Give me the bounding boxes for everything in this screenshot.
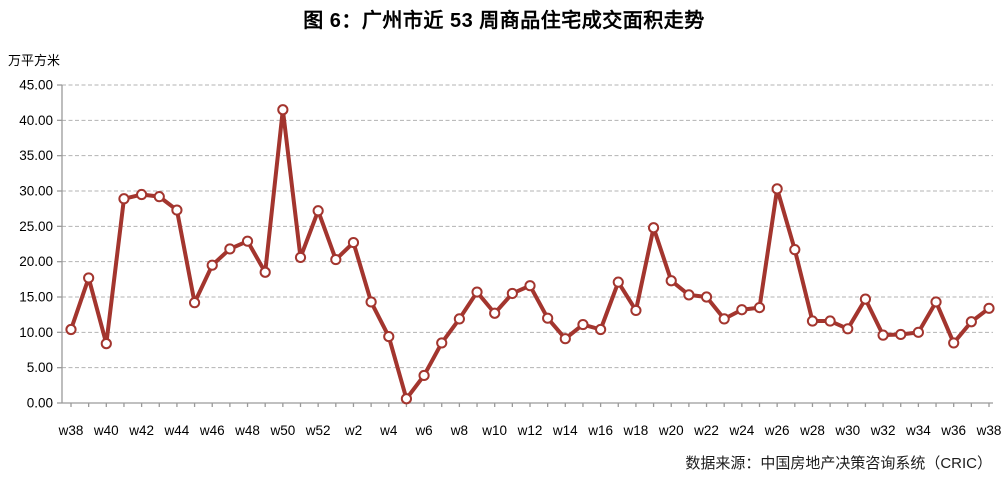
x-tick-label: w12	[517, 423, 543, 438]
data-point	[647, 222, 660, 234]
data-point	[118, 193, 130, 205]
data-point	[524, 280, 536, 292]
data-point	[771, 183, 783, 195]
data-point	[418, 369, 430, 382]
data-point	[83, 272, 95, 284]
data-point	[347, 236, 360, 249]
data-point	[859, 293, 872, 305]
line-chart-plot: 0.00 5.00 10.00 15.00 20.00 25.00 30.00 35.00 40…	[19, 78, 1002, 439]
data-point	[983, 302, 995, 314]
data-point	[400, 393, 413, 405]
data-point	[736, 304, 748, 316]
x-tick-label: w24	[728, 423, 754, 438]
x-tick-label: w18	[623, 423, 649, 438]
data-point	[294, 251, 307, 264]
data-point	[595, 323, 607, 336]
y-tick-label: 30.00	[19, 184, 53, 199]
data-point	[753, 302, 766, 314]
x-tick-label: w52	[305, 423, 331, 438]
y-tick-label: 35.00	[19, 148, 53, 163]
data-point	[559, 333, 571, 345]
data-point	[471, 286, 483, 298]
data-point	[948, 337, 960, 349]
y-tick-label: 0.00	[27, 396, 53, 411]
data-point	[489, 307, 501, 319]
x-tick-label: w44	[164, 423, 190, 438]
data-point	[612, 276, 624, 288]
data-point	[241, 235, 254, 247]
x-tick-label: w38	[976, 423, 1002, 438]
data-point	[842, 323, 854, 335]
data-point	[259, 266, 271, 278]
data-point	[542, 312, 554, 324]
y-tick-label: 10.00	[19, 325, 53, 340]
x-tick-label: w30	[834, 423, 860, 438]
data-point	[383, 330, 395, 343]
x-tick-label: w38	[58, 423, 84, 438]
x-tick-label: w6	[414, 423, 432, 438]
x-tick-label: w10	[481, 423, 507, 438]
y-tick-label: 40.00	[19, 113, 53, 128]
data-point	[806, 315, 819, 327]
x-tick-label: w8	[450, 423, 468, 438]
data-point	[153, 191, 165, 203]
data-point	[824, 315, 836, 327]
x-tick-label: w4	[379, 423, 398, 438]
data-point	[136, 188, 148, 201]
data-point	[100, 338, 112, 350]
data-point	[789, 244, 801, 256]
chart-title: 图 6：广州市近 53 周商品住宅成交面积走势	[303, 10, 705, 32]
y-tick-label: 5.00	[27, 360, 53, 375]
data-point	[365, 296, 377, 308]
x-tick-label: w14	[552, 423, 578, 438]
x-tick-label: w48	[234, 423, 260, 438]
data-point	[895, 328, 907, 341]
x-tick-label: w20	[658, 423, 684, 438]
x-tick-label: w42	[128, 423, 154, 438]
x-tick-label: w32	[870, 423, 896, 438]
data-point	[630, 304, 642, 317]
data-point	[330, 253, 342, 266]
data-point	[206, 259, 218, 271]
x-tick-label: w22	[693, 423, 719, 438]
data-point	[665, 275, 677, 287]
data-point	[224, 243, 236, 255]
data-point	[965, 316, 977, 328]
x-tick-label: w28	[799, 423, 825, 438]
y-tick-label: 25.00	[19, 219, 53, 234]
x-tick-label: w50	[269, 423, 295, 438]
x-tick-label: w26	[764, 423, 790, 438]
x-tick-label: w46	[199, 423, 225, 438]
data-point	[506, 287, 518, 300]
y-axis-unit-label: 万平方米	[8, 53, 61, 68]
data-point	[171, 204, 183, 216]
data-source-note: 数据来源：中国房地产决策咨询系统（CRIC）	[685, 455, 992, 472]
data-point	[683, 289, 695, 301]
data-point	[877, 329, 889, 341]
x-tick-label: w2	[344, 423, 362, 438]
data-point	[930, 296, 942, 308]
y-tick-label: 15.00	[19, 290, 53, 305]
data-point	[65, 323, 77, 336]
data-line	[69, 107, 991, 401]
data-point	[277, 104, 289, 116]
data-point	[188, 297, 201, 309]
data-point	[436, 337, 448, 349]
data-point	[718, 313, 730, 325]
y-tick-label: 45.00	[19, 78, 53, 93]
data-point	[577, 318, 589, 331]
data-point	[700, 291, 713, 303]
x-tick-label: w34	[905, 423, 931, 438]
x-tick-label: w40	[93, 423, 119, 438]
data-point	[312, 205, 324, 217]
data-point	[453, 313, 465, 325]
data-point	[912, 326, 924, 338]
y-tick-label: 20.00	[19, 254, 53, 269]
x-tick-label: w16	[587, 423, 613, 438]
x-tick-label: w36	[940, 423, 966, 438]
